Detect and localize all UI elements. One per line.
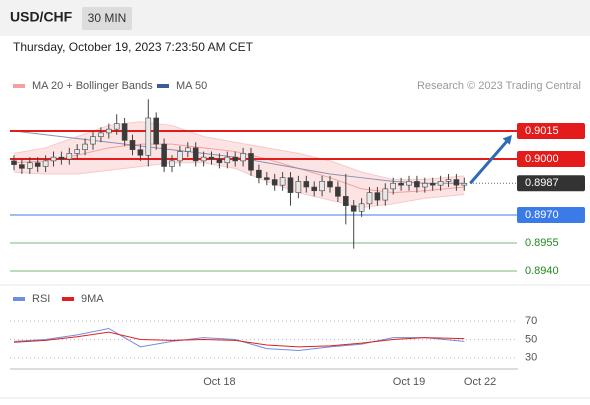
candle-body [271, 179, 278, 186]
candle-body [240, 153, 246, 162]
candle-body [437, 181, 444, 186]
candle-body [216, 158, 223, 164]
interval-button[interactable] [82, 7, 132, 30]
candle-body [295, 181, 302, 193]
candle-body [200, 156, 207, 162]
candle-body [74, 149, 80, 154]
candle-body [98, 132, 104, 137]
candle-body [374, 192, 381, 201]
legend-label: MA 20 + Bollinger Bands [32, 80, 153, 92]
candle-body [248, 153, 254, 171]
candle-body [350, 205, 357, 212]
level-box [517, 207, 585, 224]
level-box [517, 175, 585, 192]
upper-band [13, 121, 465, 181]
rsi-line [13, 331, 465, 348]
x-tick-label: Oct 19 [393, 376, 425, 388]
candle-body [42, 160, 49, 167]
candle-body [224, 156, 231, 164]
level-label: 0.9015 [525, 125, 559, 137]
candle-body [382, 188, 389, 201]
candle-body [161, 143, 167, 167]
level-box [517, 151, 585, 168]
candle-body [398, 182, 404, 186]
candle-body [208, 156, 215, 160]
candle-body [66, 153, 73, 160]
candle-body [153, 117, 159, 145]
candle-body [11, 160, 17, 165]
candle-body [366, 192, 373, 205]
candle-body [358, 203, 365, 212]
credit: Research © 2023 Trading Central [417, 80, 581, 92]
candle-body [342, 196, 349, 206]
legend-label: MA 50 [176, 80, 207, 92]
rsi-line [13, 327, 465, 352]
legend-swatch [13, 297, 25, 301]
candle-body [50, 156, 57, 162]
level-box [517, 123, 585, 140]
candle-body [121, 123, 128, 141]
bollinger-area [14, 121, 465, 208]
candle-body [19, 164, 25, 169]
x-tick-label: Oct 22 [464, 376, 496, 388]
candle-body [429, 182, 436, 186]
candle-body [34, 162, 41, 167]
interval[interactable]: 30 MIN [88, 11, 127, 25]
candle-body [461, 182, 468, 186]
candle-body [26, 162, 33, 169]
y-tick-label: 30 [525, 352, 537, 364]
candle-body [177, 151, 183, 162]
candle-body [192, 147, 199, 162]
candle-body [287, 177, 294, 193]
legend-swatch [62, 297, 74, 301]
candle-body [279, 177, 286, 186]
candle-body [256, 169, 262, 178]
candle-body [421, 182, 428, 188]
candle-body [106, 128, 112, 134]
candle-body [335, 186, 341, 197]
candle-body [145, 117, 152, 156]
level-label: 0.8955 [525, 237, 559, 249]
bands [14, 121, 465, 208]
candle-body [406, 181, 412, 186]
candle-body [113, 123, 120, 130]
legend-swatch [13, 84, 25, 88]
candle-body [311, 186, 318, 192]
lower-band [13, 162, 465, 209]
arrow-head [502, 135, 512, 145]
candle-body [303, 181, 310, 188]
candle-body [327, 181, 333, 188]
symbol: USD/CHF [10, 9, 73, 25]
legend-label: 9MA [81, 293, 104, 305]
y-tick-label: 50 [525, 333, 537, 345]
timestamp: Thursday, October 19, 2023 7:23:50 AM CE… [13, 40, 254, 54]
candle-body [445, 179, 452, 182]
candle-body [232, 156, 238, 162]
candle-body [319, 181, 325, 192]
level-label: 0.8940 [525, 265, 559, 277]
candle-body [185, 147, 191, 152]
candle-body [129, 140, 136, 150]
legend-label: RSI [32, 293, 50, 305]
candle-body [82, 143, 88, 150]
candle-body [169, 160, 175, 167]
level-label: 0.9000 [525, 153, 559, 165]
forecast-arrow [469, 139, 510, 185]
candle-body [90, 136, 96, 145]
x-tick-label: Oct 18 [203, 376, 235, 388]
candle-body [390, 182, 397, 190]
y-tick-label: 70 [525, 315, 537, 327]
candle-body [453, 179, 460, 186]
level-label: 0.8987 [525, 177, 559, 189]
candle-body [414, 181, 420, 188]
candle-body [263, 177, 270, 180]
level-label: 0.8970 [525, 209, 559, 221]
candle-body [137, 149, 144, 156]
legend-swatch [157, 84, 169, 88]
candle-body [58, 156, 65, 160]
